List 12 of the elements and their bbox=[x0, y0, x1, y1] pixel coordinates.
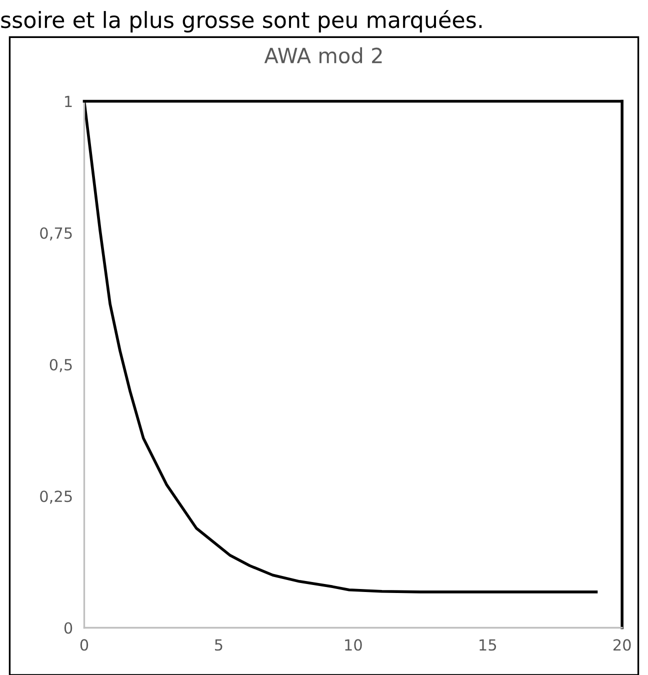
y-tick-label: 0,5 bbox=[50, 358, 72, 372]
x-tick-label: 10 bbox=[345, 639, 362, 651]
y-tick-label: 0 bbox=[64, 622, 72, 634]
y-tick-label: 0,75 bbox=[40, 227, 72, 240]
text: ssoire et la plus grosse sont peu marquées. bbox=[1, 10, 482, 33]
x-tick-label: 0 bbox=[80, 639, 88, 651]
chart-title: AWA mod 2 bbox=[264, 47, 382, 64]
x-tick-label: 20 bbox=[613, 639, 631, 651]
x-tick-label: 15 bbox=[480, 639, 496, 651]
y-tick-label: 1 bbox=[65, 96, 72, 108]
y-tick-label: 0,25 bbox=[40, 490, 72, 504]
x-tick-label: 5 bbox=[215, 639, 222, 651]
